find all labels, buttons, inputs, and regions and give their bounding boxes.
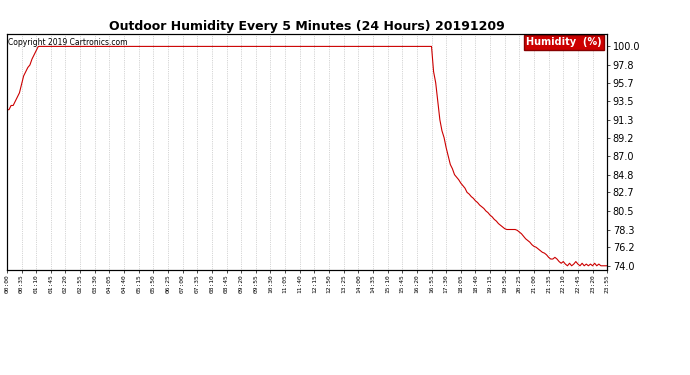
Title: Outdoor Humidity Every 5 Minutes (24 Hours) 20191209: Outdoor Humidity Every 5 Minutes (24 Hou… — [109, 20, 505, 33]
Text: Copyright 2019 Cartronics.com: Copyright 2019 Cartronics.com — [8, 39, 128, 48]
Text: Humidity  (%): Humidity (%) — [526, 37, 602, 47]
